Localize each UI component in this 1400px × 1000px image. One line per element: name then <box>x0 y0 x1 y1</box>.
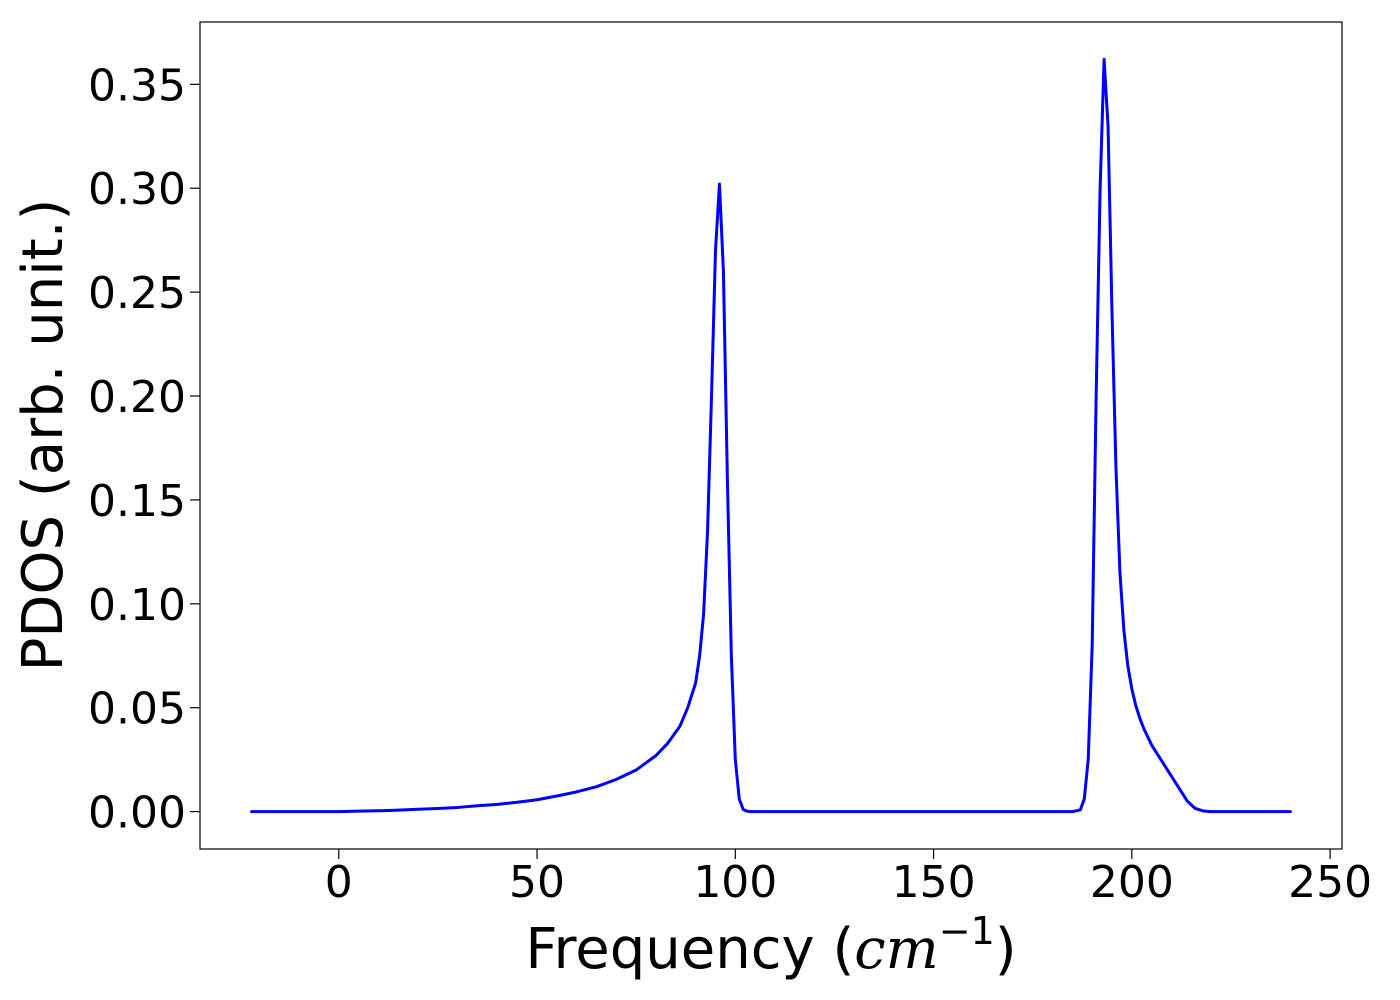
x-tick-label: 250 <box>1288 857 1372 908</box>
y-tick-label: 0.20 <box>88 372 186 423</box>
x-axis-title-prefix: Frequency ( <box>525 917 854 982</box>
x-tick-label: 100 <box>693 857 777 908</box>
x-axis-ticks: 0 50 100 150 200 250 <box>325 849 1372 908</box>
y-tick-label: 0.30 <box>88 164 186 215</box>
plot-frame <box>199 21 1343 850</box>
x-axis-title-exponent: −1 <box>939 909 995 953</box>
y-tick-label: 0.25 <box>88 268 186 319</box>
y-tick-label: 0.10 <box>88 580 186 631</box>
x-tick-label: 150 <box>892 857 976 908</box>
pdos-series-line <box>250 57 1292 814</box>
x-axis-title-suffix: ) <box>995 917 1017 982</box>
y-tick-label: 0.15 <box>88 476 186 527</box>
x-axis-title: Frequency (cm−1) <box>525 909 1016 982</box>
x-axis-title-unit: cm <box>854 917 938 982</box>
x-tick-label: 200 <box>1090 857 1174 908</box>
y-tick-label: 0.35 <box>88 60 186 111</box>
x-tick-label: 0 <box>325 857 353 908</box>
x-tick-label: 50 <box>509 857 565 908</box>
y-axis-ticks: 0.00 0.05 0.10 0.15 0.20 0.25 0.30 0.35 <box>88 60 200 839</box>
y-axis-title: PDOS (arb. unit.) <box>11 199 76 672</box>
y-tick-label: 0.05 <box>88 684 186 735</box>
y-tick-label: 0.00 <box>88 788 186 839</box>
